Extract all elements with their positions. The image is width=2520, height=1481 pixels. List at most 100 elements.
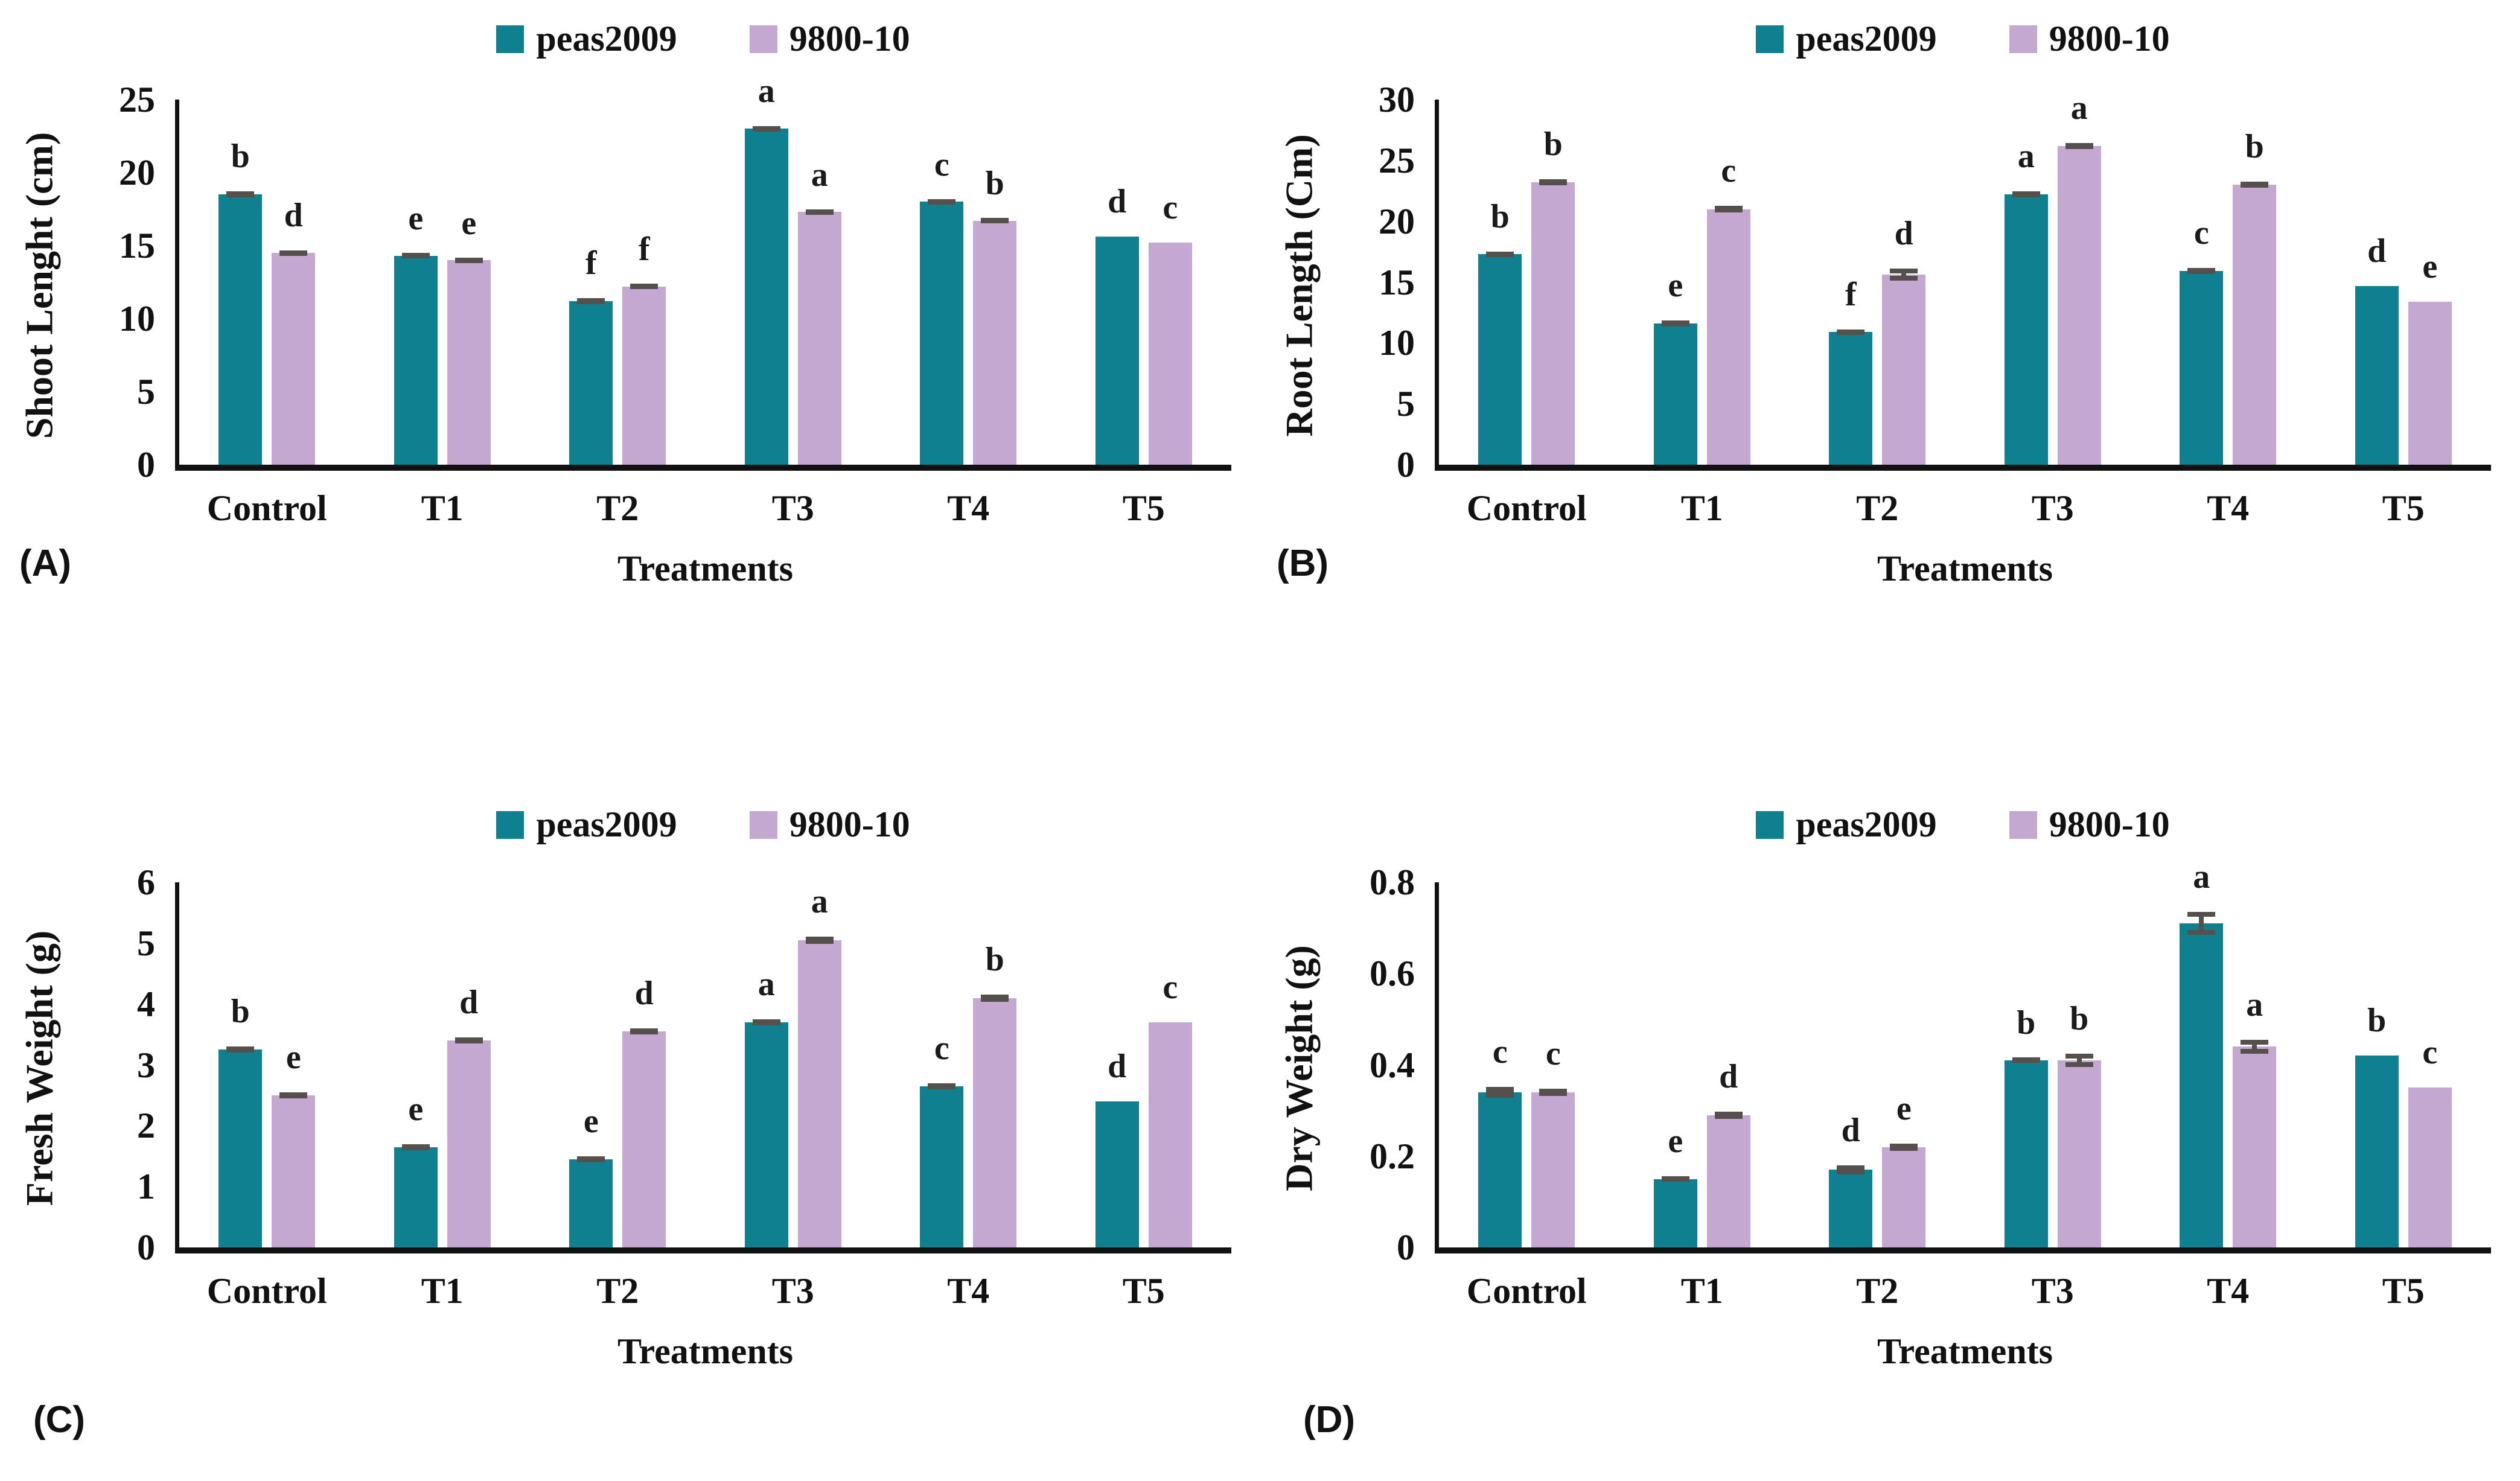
error-bar — [1714, 1111, 1743, 1119]
bar — [1653, 1179, 1697, 1247]
error-bar — [1890, 269, 1918, 281]
significance-letter: d — [1719, 1057, 1738, 1095]
x-tick-label: Control — [1466, 1271, 1587, 1311]
bar — [920, 202, 964, 465]
significance-letter: b — [231, 993, 250, 1031]
significance-letter: b — [231, 138, 250, 176]
error-bar — [577, 298, 605, 304]
bar — [1706, 209, 1750, 465]
significance-letter: e — [2422, 247, 2438, 285]
error-bar — [1837, 329, 1865, 335]
y-tick-label: 25 — [1379, 140, 1415, 180]
error-bar — [928, 1083, 956, 1089]
x-tick-label: T5 — [1122, 488, 1165, 528]
y-tick-label: 0 — [1397, 445, 1415, 485]
significance-letter: a — [2070, 89, 2088, 127]
bar — [797, 212, 841, 465]
significance-letter: c — [1163, 968, 1178, 1006]
bar — [219, 1049, 263, 1247]
legend-swatch-9800-10-icon — [749, 25, 777, 53]
legend-label: 9800-10 — [2049, 19, 2170, 59]
plot-area: Treatments 0 0.2 0.4 0.6 0.8 Control c c T1 e d T2 d… — [1370, 860, 2491, 1371]
y-tick-label: 0 — [1397, 1228, 1415, 1267]
bar — [1706, 1115, 1750, 1247]
bar — [2004, 1060, 2048, 1247]
legend-label: peas2009 — [1796, 19, 1937, 59]
error-bar — [981, 994, 1009, 1002]
bar — [1653, 323, 1697, 465]
bar — [622, 286, 666, 465]
bar — [1829, 1170, 1873, 1247]
bar — [2355, 285, 2399, 465]
y-axis-title: Dry Weight (g) — [1277, 945, 1321, 1191]
y-tick-label: 5 — [137, 923, 155, 963]
legend-item-9800-10: 9800-10 — [2009, 804, 2170, 846]
error-bar — [455, 257, 483, 263]
legend-swatch-9800-10-icon — [2009, 25, 2037, 53]
significance-letter: e — [1668, 267, 1683, 305]
plot-area: Treatments 0 1 2 3 4 5 6 Control b e T1 e d T2 e d T3 a a T… — [137, 864, 1231, 1371]
error-bar — [279, 250, 308, 256]
significance-letter: c — [1545, 1034, 1561, 1072]
x-tick-label: T3 — [2031, 488, 2074, 528]
legend-item-peas2009: peas2009 — [496, 804, 677, 846]
x-tick-label: T4 — [947, 488, 990, 528]
error-bar — [2012, 1057, 2040, 1063]
significance-letter: e — [408, 1090, 424, 1128]
bar — [272, 253, 316, 465]
significance-letter: d — [1894, 215, 1913, 253]
significance-letter: c — [1492, 1033, 1508, 1071]
x-tick-label: T5 — [2382, 1271, 2425, 1311]
legend-swatch-peas2009-icon — [1756, 25, 1784, 53]
significance-letter: d — [634, 975, 654, 1012]
bar — [447, 1040, 491, 1247]
significance-letter: e — [408, 200, 424, 238]
significance-letter: a — [758, 72, 775, 110]
bar — [219, 194, 263, 465]
significance-letter: e — [461, 204, 477, 242]
legend-swatch-peas2009-icon — [1756, 811, 1784, 839]
significance-letter: c — [2193, 214, 2209, 252]
y-tick-label: 0 — [137, 445, 155, 485]
y-tick-label: 0.2 — [1370, 1136, 1415, 1176]
error-bar — [2187, 912, 2216, 935]
y-tick-label: 20 — [119, 153, 155, 193]
bar — [2355, 1056, 2399, 1247]
bar — [1882, 1147, 1926, 1247]
significance-letter: c — [2422, 1034, 2438, 1072]
error-bar — [455, 1037, 483, 1044]
legend-item-9800-10: 9800-10 — [749, 18, 910, 60]
bar — [1882, 275, 1926, 465]
error-bar — [1890, 1143, 1918, 1151]
y-tick-label: 15 — [1379, 262, 1415, 302]
significance-letter: b — [2070, 999, 2089, 1037]
panel-a: peas2009 9800-10 Shoot Lenght (cm) Treat… — [0, 0, 1260, 740]
y-tick-label: 5 — [137, 372, 155, 412]
bar — [2057, 145, 2101, 465]
bar — [1095, 237, 1139, 465]
bar — [744, 1022, 788, 1247]
error-bar — [1486, 1086, 1514, 1098]
bar — [1829, 332, 1873, 465]
panel-letter: (A) — [19, 543, 72, 584]
x-tick-label: T2 — [1856, 488, 1899, 528]
significance-letter: b — [985, 940, 1004, 978]
bar — [973, 998, 1017, 1247]
significance-letter: b — [2017, 1004, 2036, 1042]
bar — [1478, 254, 1522, 465]
x-axis-title: Treatments — [617, 1331, 794, 1371]
error-bar — [805, 936, 834, 944]
significance-letter: a — [2193, 858, 2210, 896]
bar — [1095, 1101, 1139, 1247]
error-bar — [981, 218, 1009, 224]
error-bar — [630, 284, 659, 290]
x-axis-title: Treatments — [617, 549, 794, 588]
x-tick-label: T2 — [596, 488, 639, 528]
legend-item-peas2009: peas2009 — [1756, 18, 1937, 60]
error-bar — [1486, 251, 1514, 257]
x-axis-title: Treatments — [1877, 549, 2053, 588]
significance-letter: a — [811, 882, 828, 920]
significance-letter: d — [1108, 1048, 1127, 1085]
error-bar — [752, 126, 780, 132]
error-bar — [752, 1019, 780, 1025]
